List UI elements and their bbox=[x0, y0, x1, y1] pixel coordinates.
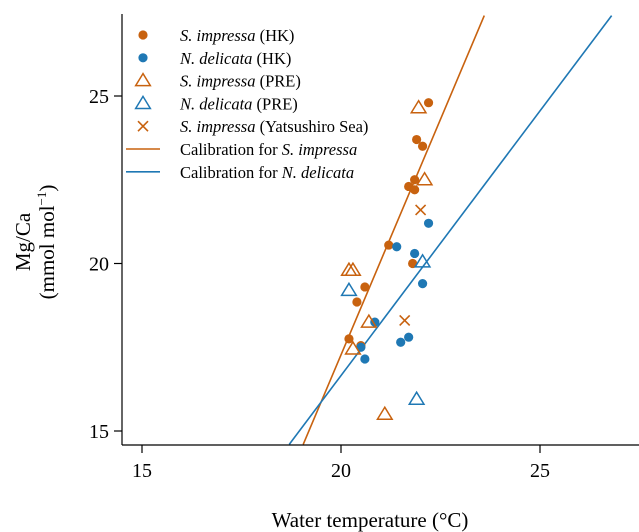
point-s3-0 bbox=[413, 253, 432, 268]
point-s1-6 bbox=[396, 337, 406, 347]
x-tick-label-25: 25 bbox=[530, 460, 550, 482]
point-s2-3 bbox=[344, 261, 362, 276]
calibration-line-1 bbox=[288, 15, 613, 445]
point-s0-5 bbox=[410, 185, 420, 195]
legend-label-4: S. impressa (Yatsushiro Sea) bbox=[180, 117, 368, 136]
legend-marker-1 bbox=[138, 53, 148, 63]
legend-label-0: S. impressa (HK) bbox=[180, 26, 294, 45]
point-s1-1 bbox=[423, 218, 434, 228]
calibration-line-0 bbox=[302, 15, 486, 445]
legend-label-2: S. impressa (PRE) bbox=[180, 72, 301, 91]
x-tick-label-20: 20 bbox=[331, 460, 351, 482]
point-s1-2 bbox=[410, 248, 420, 259]
point-s0-1 bbox=[412, 134, 422, 145]
point-s0-6 bbox=[384, 240, 394, 250]
legend-label-1: N. delicata (HK) bbox=[179, 49, 291, 68]
point-s2-4 bbox=[360, 313, 378, 328]
point-s3-2 bbox=[407, 390, 426, 405]
calibration-lines bbox=[288, 15, 613, 445]
legend-label-3: N. delicata (PRE) bbox=[179, 94, 298, 113]
point-s1-8 bbox=[360, 354, 370, 364]
y-axis-label-line1: Mg/Ca bbox=[11, 212, 35, 271]
x-tick-label-15: 15 bbox=[132, 460, 152, 482]
point-s1-7 bbox=[356, 342, 366, 352]
y-tick-label-20: 20 bbox=[89, 254, 109, 276]
axes: 15 20 25 15 20 25 bbox=[89, 14, 639, 482]
legend-marker-0 bbox=[138, 30, 148, 40]
legend: S. impressa (HK) N. delicata (HK) S. impre… bbox=[126, 26, 368, 182]
point-s1-5 bbox=[404, 332, 414, 342]
point-s1-0 bbox=[392, 242, 402, 252]
y-tick-label-25: 25 bbox=[89, 86, 109, 108]
point-s0-2 bbox=[417, 141, 428, 151]
y-tick-label-15: 15 bbox=[89, 421, 109, 443]
point-s2-6 bbox=[376, 405, 394, 421]
point-s0-10 bbox=[344, 334, 354, 344]
legend-marker-3 bbox=[134, 94, 152, 110]
point-s0-9 bbox=[352, 297, 362, 307]
point-s4-1 bbox=[399, 314, 411, 327]
point-s0-0 bbox=[423, 98, 434, 108]
data-points bbox=[340, 98, 434, 421]
legend-calibration-label-1: Calibration for N. delicata bbox=[180, 163, 354, 182]
point-s2-5 bbox=[344, 340, 362, 355]
legend-marker-4 bbox=[137, 120, 149, 132]
point-s3-1 bbox=[340, 281, 358, 297]
point-s0-3 bbox=[410, 175, 420, 185]
point-s2-0 bbox=[409, 99, 428, 114]
y-axis-label: Mg/Ca (mmol mol−1) bbox=[11, 185, 59, 300]
point-s0-8 bbox=[360, 282, 370, 292]
legend-marker-2 bbox=[134, 72, 152, 87]
point-s2-1 bbox=[415, 171, 434, 186]
point-s1-3 bbox=[417, 279, 428, 289]
point-s4-0 bbox=[415, 204, 427, 216]
y-axis-label-line2: (mmol mol−1) bbox=[34, 185, 59, 300]
point-s0-7 bbox=[408, 258, 418, 269]
legend-calibration-label-0: Calibration for S. impressa bbox=[180, 140, 357, 159]
x-axis-label: Water temperature (°C) bbox=[272, 508, 469, 532]
